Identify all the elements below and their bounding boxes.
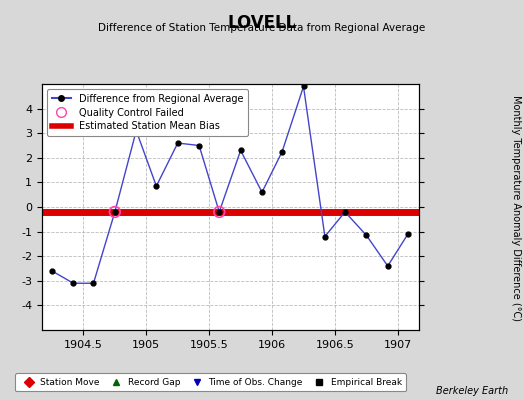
Legend: Station Move, Record Gap, Time of Obs. Change, Empirical Break: Station Move, Record Gap, Time of Obs. C… [15,374,406,392]
Text: Difference of Station Temperature Data from Regional Average: Difference of Station Temperature Data f… [99,23,425,33]
Legend: Difference from Regional Average, Quality Control Failed, Estimated Station Mean: Difference from Regional Average, Qualit… [47,89,248,136]
Text: Monthly Temperature Anomaly Difference (°C): Monthly Temperature Anomaly Difference (… [511,95,521,321]
Point [132,128,140,134]
Point [111,209,119,215]
Point [215,209,223,215]
Text: Berkeley Earth: Berkeley Earth [436,386,508,396]
Text: LOVELL: LOVELL [227,14,297,32]
